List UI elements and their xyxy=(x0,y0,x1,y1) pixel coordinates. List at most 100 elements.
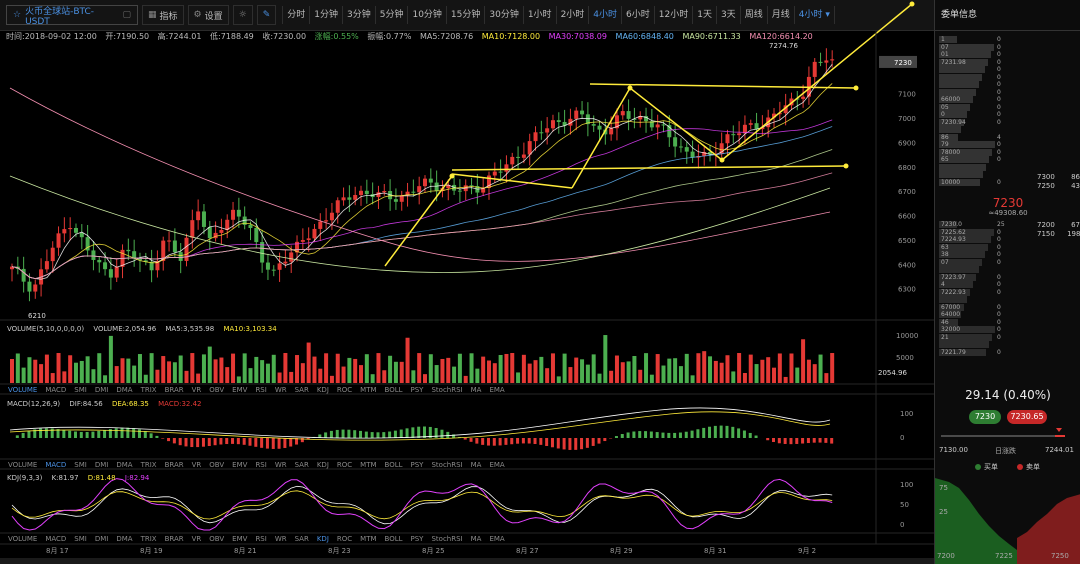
buy-order-row[interactable]: 7225.62 0 xyxy=(939,228,1077,236)
indicator-tab[interactable]: MA xyxy=(470,461,482,469)
depth-chart[interactable]: 75 25 7200 7225 7250 xyxy=(935,474,1080,564)
indicator-tab[interactable]: StochRSI xyxy=(431,535,463,543)
buy-order-row[interactable]: 38 0 xyxy=(939,251,1077,258)
timeframe-tab[interactable]: 3分钟 xyxy=(343,6,376,24)
indicator-tab[interactable]: RSI xyxy=(255,386,267,394)
sell-order-row[interactable]: 66000 0 xyxy=(939,96,1077,103)
indicator-tab[interactable]: MA xyxy=(470,386,482,394)
indicator-tab[interactable]: EMA xyxy=(489,386,505,394)
indicator-tab[interactable]: DMA xyxy=(116,386,133,394)
buy-order-row[interactable]: 7230.0 25 xyxy=(939,221,1077,228)
buy-order-row[interactable]: 7221.79 0 xyxy=(939,348,1077,356)
indicator-tab[interactable]: OBV xyxy=(209,461,225,469)
chart-scrollbar[interactable] xyxy=(0,558,934,564)
indicator-tab[interactable]: TRIX xyxy=(140,461,157,469)
sell-order-row[interactable]: 0 xyxy=(939,88,1077,96)
indicator-tab[interactable]: PSY xyxy=(410,461,424,469)
settings-button[interactable]: ⚙ 设置 xyxy=(187,5,229,25)
timeframe-tab[interactable]: 1分钟 xyxy=(310,6,343,24)
timeframe-tab[interactable]: 2小时 xyxy=(557,6,590,24)
timeframe-tab[interactable]: 10分钟 xyxy=(408,6,447,24)
timeframe-tab[interactable]: 6小时 xyxy=(622,6,655,24)
indicator-tab[interactable]: KDJ xyxy=(316,386,329,394)
indicator-tab[interactable]: KDJ xyxy=(316,535,329,543)
indicator-tab[interactable]: VR xyxy=(191,461,202,469)
indicator-tab[interactable]: ROC xyxy=(336,535,353,543)
timeframe-tab[interactable]: 5分钟 xyxy=(376,6,409,24)
buy-order-row[interactable]: 32000 0 xyxy=(939,326,1077,333)
sell-order-row[interactable]: 0 xyxy=(939,73,1077,81)
indicator-tab[interactable]: SAR xyxy=(294,461,309,469)
indicator-tab[interactable]: OBV xyxy=(209,535,225,543)
sell-price-button[interactable]: 7230.65 xyxy=(1007,410,1047,424)
sell-order-row[interactable]: 0 xyxy=(939,66,1077,73)
timeframe-tab[interactable]: 周线 xyxy=(741,6,768,24)
buy-order-row[interactable] xyxy=(939,296,1077,303)
sell-order-row[interactable]: 10000 0 xyxy=(939,178,1077,186)
sell-order-row[interactable] xyxy=(939,126,1077,133)
star-icon[interactable]: ☆ xyxy=(13,10,22,20)
sell-order-row[interactable]: 07 0 xyxy=(939,43,1077,51)
sell-order-row[interactable] xyxy=(939,163,1077,171)
buy-order-row[interactable] xyxy=(939,341,1077,348)
indicator-tab[interactable]: StochRSI xyxy=(431,386,463,394)
sell-order-row[interactable]: 01 0 xyxy=(939,51,1077,58)
indicator-tab[interactable]: PSY xyxy=(410,535,424,543)
indicator-tab[interactable]: MTM xyxy=(360,386,377,394)
timeframe-tab[interactable]: 1天 xyxy=(693,6,717,24)
indicator-tab[interactable]: BOLL xyxy=(384,386,403,394)
sell-order-row[interactable]: 79 0 xyxy=(939,141,1077,148)
indicator-tab[interactable]: DMI xyxy=(94,535,109,543)
indicator-tab[interactable]: TRIX xyxy=(140,386,157,394)
buy-order-row[interactable] xyxy=(939,266,1077,273)
timeframe-tab[interactable]: 分时 xyxy=(283,6,311,24)
indicator-tab[interactable]: EMV xyxy=(232,535,248,543)
indicator-tab[interactable]: VOLUME xyxy=(8,461,38,469)
indicator-tab[interactable]: ROC xyxy=(336,386,353,394)
indicator-tab[interactable]: BRAR xyxy=(164,461,184,469)
timeframe-tab[interactable]: 12小时 xyxy=(655,6,694,24)
buy-order-row[interactable]: 67000 0 xyxy=(939,303,1077,311)
indicators-button[interactable]: ▦ 指标 xyxy=(142,5,184,25)
sell-order-row[interactable]: 05 0 xyxy=(939,103,1077,111)
sell-order-row[interactable]: 7230.94 0 xyxy=(939,118,1077,126)
sell-order-row[interactable]: 65 0 xyxy=(939,156,1077,163)
copy-icon[interactable]: ▢ xyxy=(122,10,131,20)
indicator-tab[interactable]: MACD xyxy=(45,461,67,469)
indicator-tab[interactable]: WR xyxy=(274,461,287,469)
indicator-tab[interactable]: StochRSI xyxy=(431,461,463,469)
indicator-tab[interactable]: RSI xyxy=(255,535,267,543)
indicator-tab[interactable]: EMV xyxy=(232,386,248,394)
indicator-tab[interactable]: MTM xyxy=(360,461,377,469)
indicator-tab[interactable]: DMI xyxy=(94,386,109,394)
indicator-tab[interactable]: DMI xyxy=(94,461,109,469)
indicator-tab[interactable]: RSI xyxy=(255,461,267,469)
indicator-tab[interactable]: SAR xyxy=(294,386,309,394)
indicator-tab[interactable]: BOLL xyxy=(384,535,403,543)
buy-order-row[interactable]: 63 0 xyxy=(939,243,1077,251)
indicator-tab[interactable]: MACD xyxy=(45,386,67,394)
timeframe-tab[interactable]: 月线 xyxy=(768,6,795,24)
indicator-tab[interactable]: VR xyxy=(191,386,202,394)
buy-order-row[interactable]: 46 0 xyxy=(939,318,1077,326)
indicator-tab[interactable]: WR xyxy=(274,535,287,543)
indicator-tab[interactable]: EMA xyxy=(489,461,505,469)
sell-order-row[interactable]: 86 4 xyxy=(939,133,1077,141)
indicator-tab[interactable]: OBV xyxy=(209,386,225,394)
indicator-tab[interactable]: BRAR xyxy=(164,535,184,543)
draw-button[interactable]: ✎ xyxy=(256,5,277,25)
indicator-tab[interactable]: WR xyxy=(274,386,287,394)
buy-order-row[interactable]: 7224.93 0 xyxy=(939,236,1077,243)
timeframe-dropdown[interactable]: 4小时 ▾ xyxy=(795,6,835,24)
indicator-tab[interactable]: TRIX xyxy=(140,535,157,543)
indicator-tab[interactable]: VR xyxy=(191,535,202,543)
symbol-selector[interactable]: ☆ 火币全球站-BTC-USDT ▢ xyxy=(6,5,138,27)
indicator-tab[interactable]: VOLUME xyxy=(8,386,38,394)
sell-order-row[interactable]: 0 xyxy=(939,81,1077,88)
indicator-tab[interactable]: SMI xyxy=(74,461,87,469)
indicator-tab[interactable]: SMI xyxy=(74,386,87,394)
buy-order-row[interactable]: 64000 0 xyxy=(939,311,1077,318)
